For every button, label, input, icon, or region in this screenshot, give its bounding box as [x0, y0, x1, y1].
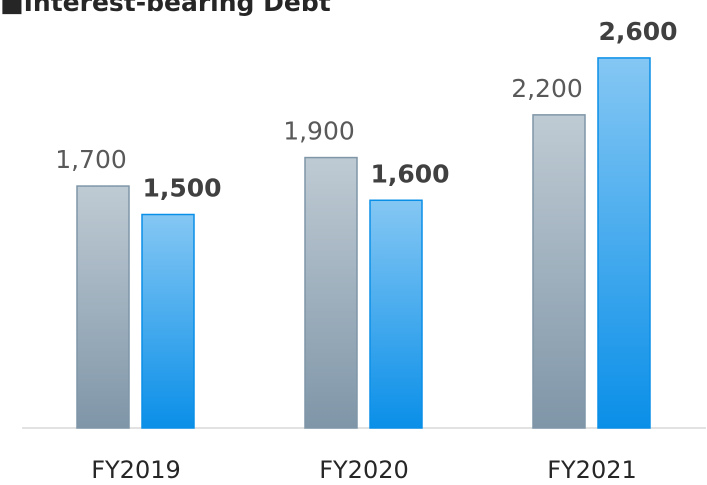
bar: [597, 57, 651, 429]
x-tick-label: FY2019: [91, 456, 181, 484]
data-label: 2,600: [598, 17, 677, 46]
data-label: 1,500: [142, 174, 221, 203]
bar: [141, 213, 195, 429]
data-label: 1,900: [283, 117, 355, 146]
x-tick-label: FY2021: [547, 456, 637, 484]
chart-title: ■Interest-bearing Debt: [0, 0, 331, 17]
bar: [532, 114, 586, 429]
bar: [304, 156, 358, 429]
bar: [76, 185, 130, 429]
x-tick-label: FY2020: [319, 456, 409, 484]
data-label: 1,700: [55, 145, 127, 174]
data-label: 1,600: [370, 159, 449, 188]
data-label: 2,200: [511, 74, 583, 103]
bar: [369, 199, 423, 429]
